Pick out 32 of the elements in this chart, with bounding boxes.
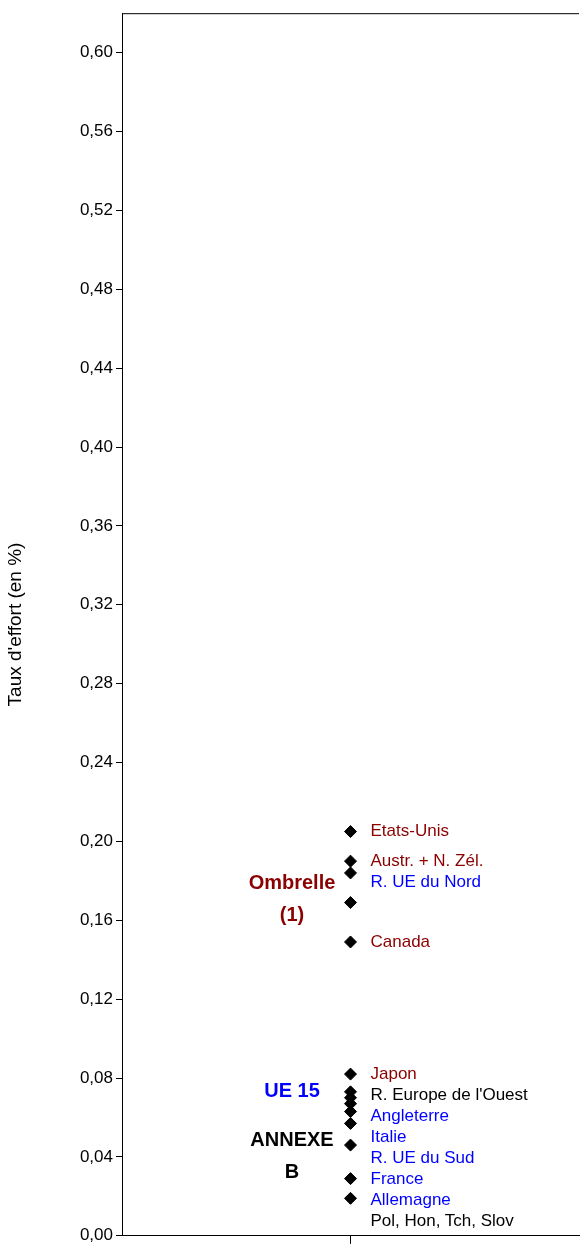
y-tick-label: 0,52 <box>79 200 113 220</box>
data-label: Etats-Unis <box>370 821 449 841</box>
y-tick-label: 0,28 <box>79 673 113 693</box>
annotation: ANNEXE B <box>250 1127 334 1182</box>
y-tick-label: 0,32 <box>79 594 113 614</box>
y-tick-label: 0,44 <box>79 357 113 377</box>
y-tick-label: 0,16 <box>79 909 113 929</box>
y-axis-title: Taux d'effort (en %) <box>3 542 25 707</box>
data-label: Italie <box>370 1126 407 1146</box>
data-label: Allemagne <box>370 1189 451 1209</box>
annotation: UE 15 <box>264 1079 320 1102</box>
y-tick-label: 0,48 <box>79 278 113 298</box>
data-label: Japon <box>370 1063 417 1083</box>
data-label: Angleterre <box>370 1105 449 1125</box>
y-tick-label: 0,00 <box>79 1225 113 1245</box>
data-label: R. UE du Nord <box>370 871 482 891</box>
y-tick-label: 0,04 <box>79 1146 113 1166</box>
y-tick-label: 0,56 <box>79 121 113 141</box>
data-label: Austr. + N. Zél. <box>370 850 484 870</box>
y-tick-label: 0,20 <box>79 831 113 851</box>
data-label: France <box>370 1168 424 1188</box>
y-tick-label: 0,60 <box>79 42 113 62</box>
data-label: R. UE du Sud <box>370 1147 475 1167</box>
y-tick-label: 0,36 <box>79 515 113 535</box>
y-tick-label: 0,40 <box>79 436 113 456</box>
data-label: R. Europe de l'Ouest <box>370 1084 529 1104</box>
annotation: Ombrelle (1) <box>248 871 336 926</box>
y-tick-label: 0,24 <box>79 752 113 772</box>
data-label: Canada <box>370 931 431 951</box>
y-tick-label: 0,12 <box>79 988 113 1008</box>
y-tick-label: 0,08 <box>79 1067 113 1087</box>
data-label: Pol, Hon, Tch, Slov <box>370 1210 515 1230</box>
